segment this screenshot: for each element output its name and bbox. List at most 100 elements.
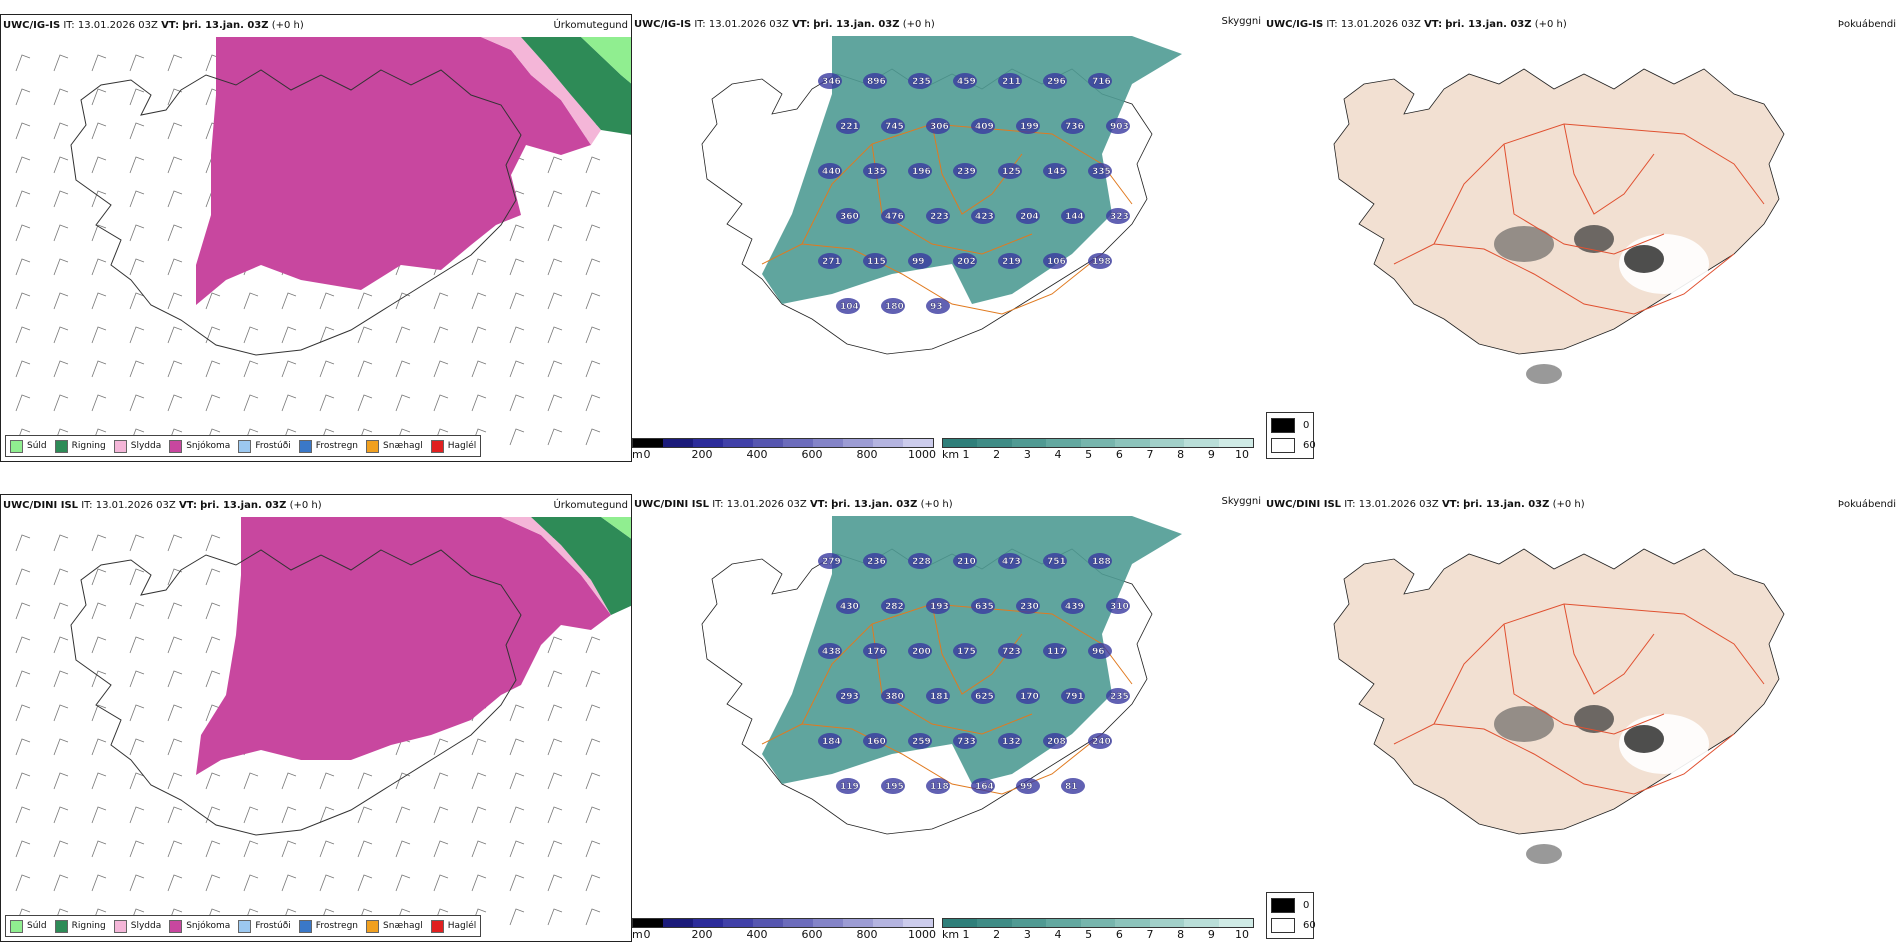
legend-label: Slydda: [130, 441, 162, 451]
wind-barb: [319, 806, 335, 824]
wind-barb: [319, 360, 335, 378]
wind-barb: [205, 840, 221, 858]
iceland-outline: [70, 549, 522, 836]
wind-barb: [15, 840, 31, 858]
colorbar-tick: 200: [691, 928, 713, 941]
wind-barb: [281, 360, 297, 378]
visibility-label: 202: [957, 257, 976, 267]
wind-barb: [53, 602, 69, 620]
high-terrain-patch: [908, 163, 932, 179]
wind-barb: [547, 360, 563, 378]
wind-barb: [15, 670, 31, 688]
visibility-label: 125: [1002, 167, 1021, 177]
wind-barb: [53, 534, 69, 552]
wind-barb: [243, 772, 259, 790]
wind-barb: [357, 806, 373, 824]
wind-barb: [91, 840, 107, 858]
high-terrain-patch: [1106, 598, 1130, 614]
wind-barb: [91, 224, 107, 242]
wind-barb: [167, 394, 183, 412]
colorbar-tick: 3: [1023, 448, 1031, 461]
legend-swatch: [54, 919, 68, 933]
high-terrain-patch: [926, 118, 950, 134]
high-terrain-patch: [881, 688, 905, 704]
colorbar-tick: 800: [856, 928, 878, 941]
wind-barb: [167, 224, 183, 242]
wind-barb: [547, 738, 563, 756]
wind-barb: [91, 636, 107, 654]
wind-barb: [281, 772, 297, 790]
high-terrain-patch: [926, 598, 950, 614]
visibility-label: 176: [867, 647, 886, 657]
wind-barb: [91, 670, 107, 688]
visibility-label: 310: [1110, 602, 1129, 612]
visibility-panel-row2: UWC/DINI ISL IT: 13.01.2026 03Z VT: þri.…: [632, 494, 1264, 942]
legend-label: Frostúði: [255, 921, 291, 931]
high-terrain-patch: [1061, 118, 1085, 134]
visibility-label: 896: [867, 77, 886, 87]
wind-barb: [15, 360, 31, 378]
wind-barb: [129, 88, 145, 106]
road: [1393, 723, 1735, 795]
wind-barb: [319, 840, 335, 858]
high-terrain-patch: [908, 553, 932, 569]
wind-barb: [205, 806, 221, 824]
visibility-label: 195: [885, 782, 904, 792]
high-terrain-patch: [1043, 163, 1067, 179]
wind-barb: [129, 156, 145, 174]
wind-barb: [15, 394, 31, 412]
wind-barb: [53, 156, 69, 174]
colorbar-step: [843, 439, 873, 447]
high-terrain-patch: [1016, 208, 1040, 224]
wind-barb: [91, 704, 107, 722]
precip-legend-item: Haglél: [430, 439, 476, 453]
wind-barb: [53, 772, 69, 790]
visibility-label: 625: [975, 692, 994, 702]
high-terrain-patch: [1106, 118, 1130, 134]
high-terrain-patch: [926, 298, 950, 314]
iceland-outline: [70, 69, 522, 356]
wind-barb: [509, 806, 525, 824]
wind-barb: [357, 840, 373, 858]
wind-barb: [547, 326, 563, 344]
colorbar-step: [693, 919, 723, 927]
wind-barb: [129, 122, 145, 140]
wind-barb: [471, 738, 487, 756]
wind-barb: [129, 394, 145, 412]
precip-map-row1: [15, 37, 631, 446]
high-terrain-patch: [953, 643, 977, 659]
panel-title-vis-row1: UWC/IG-IS IT: 13.01.2026 03Z VT: þri. 13…: [634, 19, 935, 30]
colorbar-tick: 0: [643, 928, 651, 941]
wind-barb: [509, 704, 525, 722]
legend-label: Slydda: [130, 921, 162, 931]
colorbar-step: [1115, 919, 1150, 927]
visibility-label: 135: [867, 167, 886, 177]
legend-swatch: [169, 439, 183, 453]
wind-barb: [547, 704, 563, 722]
high-terrain-patch: [953, 733, 977, 749]
wind-barb: [91, 258, 107, 276]
wind-barb: [547, 874, 563, 892]
road: [761, 243, 1103, 315]
visibility-label: 745: [885, 122, 904, 132]
wind-barb: [471, 840, 487, 858]
wind-barb: [91, 874, 107, 892]
high-terrain-patch: [953, 73, 977, 89]
high-terrain-patch: [836, 688, 860, 704]
high-terrain-patch: [953, 163, 977, 179]
high-terrain-patch: [1016, 118, 1040, 134]
visibility-map-row1: 346 896 235 459 211 296 716 221 745 306 409 199 736 9…: [701, 36, 1182, 355]
colorbar-step: [1184, 439, 1219, 447]
wind-barb: [205, 534, 221, 552]
wind-barb: [53, 190, 69, 208]
visibility-label: 476: [885, 212, 904, 222]
visibility-label: 335: [1092, 167, 1111, 177]
wind-barb: [167, 156, 183, 174]
colorbar-step: [1184, 919, 1219, 927]
high-terrain-patch: [1043, 643, 1067, 659]
legend-swatch: [298, 439, 312, 453]
wind-barb: [281, 326, 297, 344]
wind-barb: [53, 636, 69, 654]
wind-barb: [167, 840, 183, 858]
high-terrain-patch: [908, 643, 932, 659]
